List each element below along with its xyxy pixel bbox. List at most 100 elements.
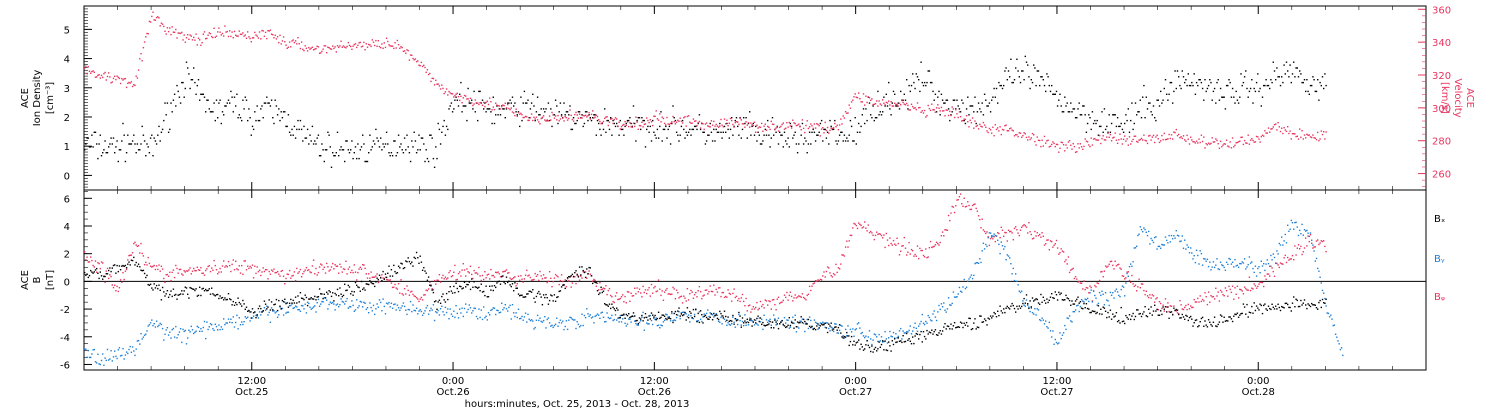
bx-point xyxy=(91,271,92,272)
bx-point xyxy=(125,265,126,266)
bx-point xyxy=(356,285,357,286)
by-point xyxy=(757,324,758,325)
by-point xyxy=(1104,304,1105,305)
bz-point xyxy=(1100,271,1101,272)
bz-point xyxy=(846,241,847,242)
bz-point xyxy=(164,282,165,283)
velocity-point xyxy=(191,35,192,36)
by-point xyxy=(853,336,854,337)
bz-point xyxy=(913,256,914,257)
bz-point xyxy=(747,310,748,311)
velocity-point xyxy=(290,46,291,47)
by-point xyxy=(537,315,538,316)
by-point xyxy=(815,322,816,323)
by-point xyxy=(888,337,889,338)
by-point xyxy=(1158,246,1159,247)
bx-point xyxy=(463,287,464,288)
density-point xyxy=(904,94,905,95)
bz-point xyxy=(354,264,355,265)
velocity-point xyxy=(700,127,701,128)
bz-point xyxy=(869,232,870,233)
by-point xyxy=(1070,320,1071,321)
bz-point xyxy=(1204,292,1205,293)
by-point xyxy=(1195,262,1196,263)
velocity-point xyxy=(1147,143,1148,144)
bx-point xyxy=(358,287,359,288)
velocity-point xyxy=(959,111,960,112)
by-point xyxy=(317,302,318,303)
bz-point xyxy=(149,263,150,264)
bx-point xyxy=(554,294,555,295)
bz-point xyxy=(1065,259,1066,260)
bz-point xyxy=(1280,262,1281,263)
bz-point xyxy=(730,294,731,295)
bx-point xyxy=(360,291,361,292)
bx-point xyxy=(124,266,125,267)
by-point xyxy=(264,307,265,308)
by-point xyxy=(634,321,635,322)
by-point xyxy=(1142,231,1143,232)
bx-point xyxy=(571,275,572,276)
by-point xyxy=(979,258,980,259)
by-point xyxy=(926,323,927,324)
velocity-point xyxy=(204,31,205,32)
density-tick-label: 3 xyxy=(64,84,70,95)
bx-point xyxy=(343,295,344,296)
by-point xyxy=(843,335,844,336)
bx-point xyxy=(841,336,842,337)
by-point xyxy=(362,306,363,307)
velocity-point xyxy=(1192,141,1193,142)
density-point xyxy=(1051,85,1052,86)
bx-point xyxy=(635,320,636,321)
velocity-point xyxy=(121,78,122,79)
density-point xyxy=(1281,76,1282,77)
velocity-point xyxy=(965,119,966,120)
by-point xyxy=(1328,313,1329,314)
by-point xyxy=(1028,306,1029,307)
by-point xyxy=(814,319,815,320)
by-point xyxy=(1297,226,1298,227)
bz-point xyxy=(122,272,123,273)
density-point xyxy=(1298,76,1299,77)
density-point xyxy=(489,108,490,109)
velocity-point xyxy=(1070,145,1071,146)
bz-point xyxy=(330,269,331,270)
bz-point xyxy=(404,288,405,289)
bz-point xyxy=(247,266,248,267)
bz-point xyxy=(511,279,512,280)
by-point xyxy=(934,310,935,311)
density-point xyxy=(86,137,87,138)
by-point xyxy=(191,326,192,327)
velocity-point xyxy=(859,98,860,99)
density-point xyxy=(1155,120,1156,121)
velocity-point xyxy=(971,122,972,123)
bx-point xyxy=(708,319,709,320)
velocity-point xyxy=(427,69,428,70)
density-point xyxy=(445,135,446,136)
bx-point xyxy=(630,316,631,317)
bx-point xyxy=(295,297,296,298)
density-point xyxy=(340,146,341,147)
density-point xyxy=(145,155,146,156)
velocity-point xyxy=(1086,141,1087,142)
velocity-point xyxy=(1293,133,1294,134)
density-point xyxy=(979,108,980,109)
bz-point xyxy=(1257,286,1258,287)
velocity-point xyxy=(1216,140,1217,141)
bx-point xyxy=(707,318,708,319)
density-point xyxy=(889,108,890,109)
bz-point xyxy=(489,278,490,279)
density-point xyxy=(1276,67,1277,68)
velocity-point xyxy=(246,38,247,39)
bz-point xyxy=(194,270,195,271)
bz-point xyxy=(327,266,328,267)
by-point xyxy=(1010,263,1011,264)
by-point xyxy=(300,311,301,312)
velocity-point xyxy=(421,62,422,63)
bx-point xyxy=(719,311,720,312)
density-point xyxy=(568,114,569,115)
density-point xyxy=(943,102,944,103)
bx-point xyxy=(249,311,250,312)
bz-point xyxy=(315,268,316,269)
bz-point xyxy=(506,269,507,270)
